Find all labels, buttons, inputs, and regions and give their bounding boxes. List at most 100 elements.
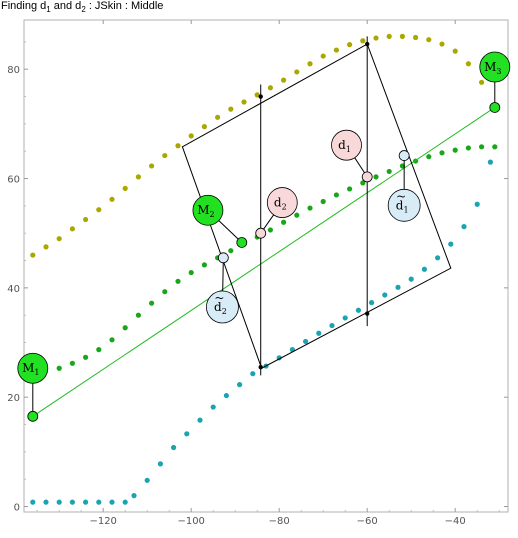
data-point: [360, 38, 366, 44]
data-point: [452, 147, 458, 153]
data-point: [197, 417, 203, 423]
data-point: [171, 444, 177, 451]
label-bubble: [206, 290, 239, 324]
data-point: [439, 41, 445, 47]
tilde-mark: ~: [396, 189, 406, 203]
y-tick-label: 20: [7, 393, 20, 404]
d1_point: [361, 171, 373, 183]
data-point: [175, 278, 181, 284]
title-pre: Finding d: [1, 0, 47, 12]
plot-frame: [23, 19, 509, 513]
data-point: [320, 53, 326, 59]
data-point: [435, 255, 441, 261]
control-line: [32, 107, 496, 417]
data-point: [294, 69, 300, 75]
data-point: [215, 114, 221, 120]
x-tick-label: −120: [89, 516, 116, 527]
data-point: [157, 461, 163, 467]
data-point: [135, 174, 141, 180]
data-point: [408, 276, 414, 282]
key-points: [27, 102, 501, 422]
data-point: [201, 262, 207, 268]
data-point: [228, 248, 234, 254]
y-tick-label: 0: [14, 503, 20, 514]
data-point: [373, 35, 379, 41]
data-point: [184, 431, 190, 437]
data-point: [452, 48, 458, 54]
data-point: [149, 163, 155, 169]
data-point: [347, 186, 353, 192]
data-point: [461, 224, 467, 230]
data-point: [83, 216, 89, 223]
data-point: [360, 180, 366, 186]
data-point: [421, 266, 427, 272]
M2_point: [236, 237, 248, 248]
data-point: [395, 284, 401, 290]
data-point: [188, 269, 194, 276]
data-point: [175, 143, 181, 149]
d1t_point: [398, 150, 410, 161]
label-bubble: [479, 51, 511, 83]
label-text: d2: [274, 196, 287, 212]
data-point: [254, 92, 260, 98]
data-point: [474, 201, 480, 207]
data-point: [162, 152, 168, 159]
data-point: [122, 499, 128, 505]
tilde-mark: ~: [214, 291, 224, 305]
data-point: [492, 144, 498, 150]
data-point: [294, 212, 300, 218]
data-point: [30, 499, 36, 505]
d2t_point: [217, 252, 229, 264]
label-text: d1: [338, 138, 351, 154]
data-point: [303, 338, 309, 345]
data-point: [329, 322, 335, 329]
data-point: [342, 315, 348, 321]
data-point: [109, 337, 115, 343]
data-point: [188, 133, 194, 139]
data-point: [43, 244, 49, 250]
label-text: M3: [484, 60, 501, 76]
data-point: [382, 292, 388, 298]
data-point: [465, 61, 471, 67]
frame-box: [23, 19, 509, 513]
data-point: [448, 241, 454, 247]
data-series: [30, 33, 498, 505]
data-point: [333, 47, 339, 53]
data-point: [237, 382, 243, 388]
chart-title: Finding d1 and d2 : JSkin : Middle: [1, 0, 163, 14]
data-point: [144, 477, 150, 483]
data-point: [426, 37, 432, 43]
data-point: [69, 499, 75, 505]
title-sub-1: 1: [46, 5, 51, 15]
label-M2: M2: [192, 194, 224, 226]
data-point: [369, 300, 375, 306]
data-point: [333, 192, 339, 198]
data-point: [320, 198, 326, 205]
data-point: [223, 392, 229, 399]
data-point: [250, 371, 256, 377]
data-point: [149, 300, 155, 306]
label-bubble: [331, 129, 362, 161]
x-tick-label: −80: [269, 516, 290, 527]
x-tick-label: −100: [177, 516, 204, 527]
data-point: [201, 124, 207, 130]
data-point: [479, 79, 485, 85]
data-point: [228, 106, 234, 112]
label-text: M2: [197, 203, 214, 219]
data-point: [267, 85, 273, 91]
data-point: [355, 307, 361, 313]
data-point: [373, 174, 379, 180]
data-point: [122, 325, 128, 331]
data-point: [109, 499, 115, 505]
label-d1: d1: [331, 129, 362, 161]
data-point: [56, 365, 62, 371]
data-point: [69, 226, 75, 232]
x-tick-label: −60: [357, 516, 378, 527]
data-point: [399, 33, 405, 40]
data-point: [135, 312, 141, 318]
data-point: [109, 196, 115, 202]
data-point: [347, 42, 353, 48]
data-point: [241, 99, 247, 105]
